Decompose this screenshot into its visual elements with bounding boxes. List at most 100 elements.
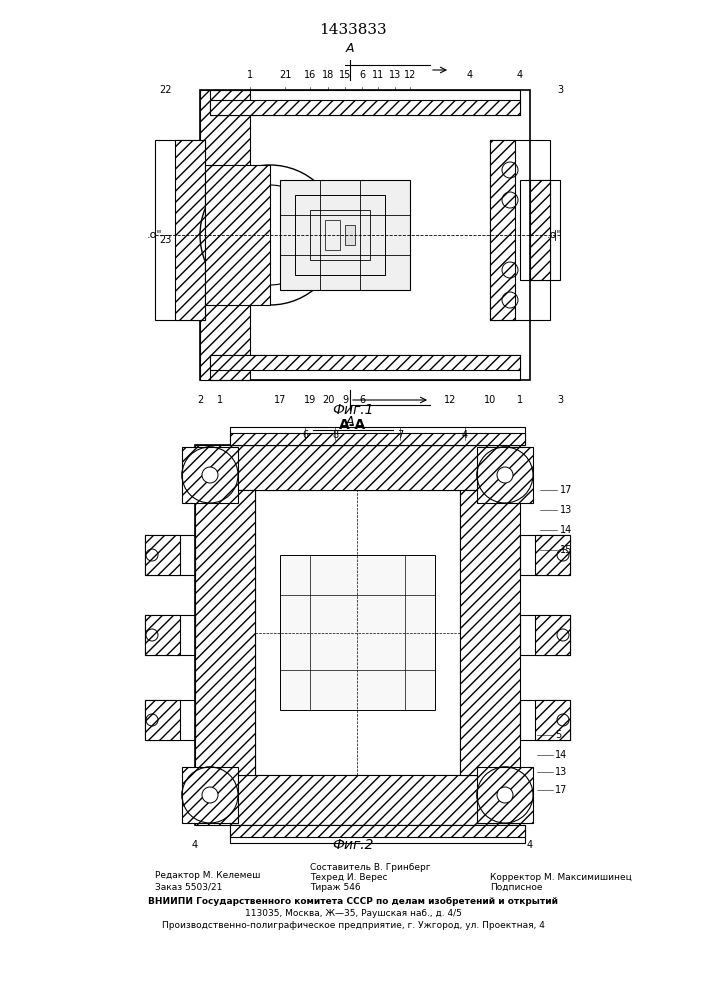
Bar bbox=[155, 140, 205, 320]
Text: Тираж 546: Тираж 546 bbox=[310, 882, 361, 892]
Bar bbox=[255, 490, 460, 775]
Text: 20: 20 bbox=[322, 395, 334, 405]
Bar bbox=[145, 535, 180, 575]
Bar bbox=[490, 140, 550, 320]
Bar bbox=[520, 615, 570, 655]
Bar bbox=[175, 140, 205, 320]
Text: 14: 14 bbox=[560, 525, 572, 535]
Text: 1: 1 bbox=[517, 395, 523, 405]
Text: 9: 9 bbox=[342, 395, 348, 405]
Bar bbox=[200, 90, 530, 380]
Bar bbox=[145, 700, 180, 740]
Circle shape bbox=[202, 787, 218, 803]
Bar bbox=[535, 700, 570, 740]
Bar bbox=[210, 355, 520, 380]
Bar bbox=[535, 535, 570, 575]
Ellipse shape bbox=[312, 573, 402, 693]
Text: 13: 13 bbox=[555, 767, 567, 777]
Text: 13: 13 bbox=[389, 70, 401, 80]
Circle shape bbox=[497, 467, 513, 483]
Bar bbox=[145, 700, 195, 740]
Bar bbox=[530, 180, 550, 280]
Text: 1: 1 bbox=[247, 70, 253, 80]
Text: 12: 12 bbox=[404, 70, 416, 80]
Circle shape bbox=[497, 787, 513, 803]
Text: 6: 6 bbox=[302, 430, 308, 440]
Text: А-А: А-А bbox=[339, 418, 367, 432]
Bar bbox=[460, 490, 520, 775]
Bar bbox=[230, 433, 525, 445]
Bar bbox=[345, 225, 355, 245]
Text: А: А bbox=[346, 415, 354, 428]
Bar bbox=[230, 825, 525, 837]
Text: 22: 22 bbox=[159, 85, 171, 95]
Bar bbox=[195, 445, 520, 490]
Bar bbox=[200, 90, 250, 380]
Circle shape bbox=[477, 447, 533, 503]
Text: 15: 15 bbox=[560, 545, 573, 555]
Circle shape bbox=[477, 767, 533, 823]
Text: 18: 18 bbox=[322, 70, 334, 80]
Bar bbox=[490, 140, 515, 320]
Text: 19: 19 bbox=[304, 395, 316, 405]
Text: Фиг.1: Фиг.1 bbox=[332, 403, 374, 417]
Bar bbox=[230, 825, 525, 843]
Bar bbox=[520, 180, 560, 280]
Text: Производственно-полиграфическое предприятие, г. Ужгород, ул. Проектная, 4: Производственно-полиграфическое предприя… bbox=[162, 920, 544, 930]
Bar bbox=[210, 355, 520, 370]
Text: .o": .o" bbox=[147, 230, 163, 240]
Bar bbox=[210, 100, 520, 115]
Text: Корректор М. Максимишинец: Корректор М. Максимишинец bbox=[490, 872, 632, 882]
Bar bbox=[477, 447, 533, 503]
Text: 3: 3 bbox=[557, 85, 563, 95]
Text: 16: 16 bbox=[304, 70, 316, 80]
Text: Редактор М. Келемеш: Редактор М. Келемеш bbox=[155, 870, 260, 880]
Bar bbox=[195, 490, 255, 775]
Bar bbox=[182, 767, 238, 823]
Circle shape bbox=[182, 447, 238, 503]
Text: 11: 11 bbox=[372, 70, 384, 80]
Bar bbox=[325, 220, 340, 250]
Circle shape bbox=[182, 767, 238, 823]
Circle shape bbox=[202, 467, 218, 483]
Text: 23: 23 bbox=[159, 235, 171, 245]
Text: 7: 7 bbox=[397, 430, 403, 440]
Text: Техред И. Верес: Техред И. Верес bbox=[310, 872, 387, 882]
Text: 113035, Москва, Ж—35, Раушская наб., д. 4/5: 113035, Москва, Ж—35, Раушская наб., д. … bbox=[245, 908, 462, 918]
Bar bbox=[295, 195, 385, 275]
Text: 17: 17 bbox=[274, 395, 286, 405]
Bar bbox=[195, 775, 520, 825]
Text: Составитель В. Гринберг: Составитель В. Гринберг bbox=[310, 862, 431, 871]
Text: 10: 10 bbox=[484, 395, 496, 405]
Text: 4: 4 bbox=[527, 840, 533, 850]
Text: .o": .o" bbox=[547, 230, 563, 240]
Text: 12: 12 bbox=[444, 395, 456, 405]
Text: ВНИИПИ Государственного комитета СССР по делам изобретений и открытий: ВНИИПИ Государственного комитета СССР по… bbox=[148, 896, 558, 906]
Text: 13: 13 bbox=[560, 505, 572, 515]
Bar bbox=[210, 90, 520, 115]
Bar bbox=[205, 165, 270, 305]
Text: 5: 5 bbox=[555, 730, 561, 740]
Bar bbox=[520, 535, 570, 575]
Text: 17: 17 bbox=[560, 485, 573, 495]
Text: А: А bbox=[346, 42, 354, 55]
Bar bbox=[535, 615, 570, 655]
Text: 1433833: 1433833 bbox=[319, 23, 387, 37]
Text: 1: 1 bbox=[217, 395, 223, 405]
Text: Подписное: Подписное bbox=[490, 882, 542, 892]
Bar bbox=[230, 427, 525, 445]
Text: 4: 4 bbox=[462, 430, 468, 440]
Text: 8: 8 bbox=[332, 430, 338, 440]
Bar bbox=[310, 210, 370, 260]
Text: 4: 4 bbox=[467, 70, 473, 80]
Text: 2: 2 bbox=[197, 395, 203, 405]
Bar bbox=[280, 555, 435, 710]
Bar bbox=[145, 615, 195, 655]
Text: 6: 6 bbox=[359, 70, 365, 80]
Text: 21: 21 bbox=[279, 70, 291, 80]
Text: 4: 4 bbox=[192, 840, 198, 850]
Bar bbox=[280, 180, 410, 290]
Text: 4: 4 bbox=[517, 70, 523, 80]
Bar bbox=[145, 615, 180, 655]
Text: 14: 14 bbox=[555, 750, 567, 760]
